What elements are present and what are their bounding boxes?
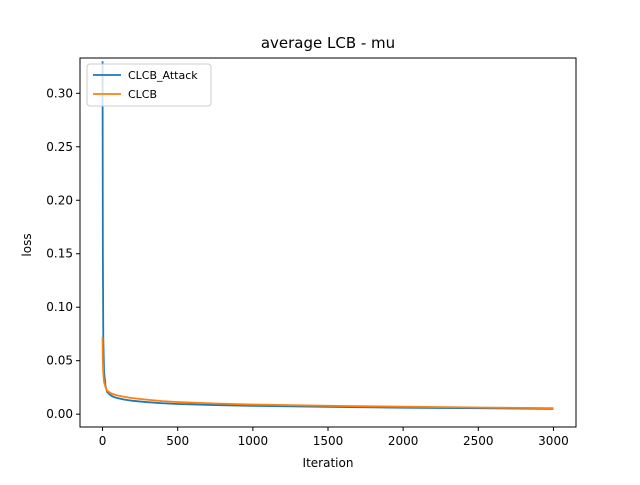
x-tick-label: 500 xyxy=(166,434,189,448)
y-tick-label: 0.15 xyxy=(46,247,73,261)
y-tick-label: 0.00 xyxy=(46,407,73,421)
y-tick-label: 0.20 xyxy=(46,193,73,207)
y-tick-label: 0.30 xyxy=(46,86,73,100)
x-axis-label: Iteration xyxy=(303,456,354,470)
y-axis-label: loss xyxy=(20,233,34,256)
x-tick-label: 2000 xyxy=(388,434,419,448)
legend: CLCB_Attack CLCB xyxy=(86,63,212,107)
series-line-clcb-attack xyxy=(101,61,554,410)
x-tick-label: 2500 xyxy=(463,434,494,448)
legend-label-clcb: CLCB xyxy=(128,88,157,101)
plot-lines xyxy=(101,61,554,410)
chart-title: average LCB - mu xyxy=(261,34,395,52)
x-tick-label: 3000 xyxy=(538,434,569,448)
series-line-clcb xyxy=(101,337,554,410)
y-tick-label: 0.10 xyxy=(46,300,73,314)
legend-label-clcb-attack: CLCB_Attack xyxy=(128,69,198,82)
x-axis-ticks: 0 500 1000 1500 2000 2500 3000 xyxy=(99,427,569,448)
x-tick-label: 0 xyxy=(99,434,107,448)
y-axis-ticks: 0.00 0.05 0.10 0.15 0.20 0.25 0.30 xyxy=(46,86,80,421)
x-tick-label: 1500 xyxy=(313,434,344,448)
x-tick-label: 1000 xyxy=(238,434,269,448)
y-tick-label: 0.25 xyxy=(46,140,73,154)
y-tick-label: 0.05 xyxy=(46,354,73,368)
